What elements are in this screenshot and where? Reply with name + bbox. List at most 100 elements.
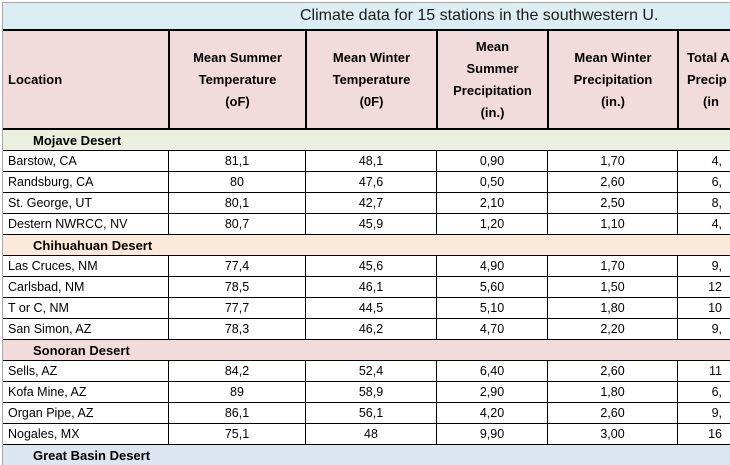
cell-mean-winter-precip[interactable]: 3,00	[547, 424, 677, 445]
column-header-line: Mean Winter	[332, 49, 411, 65]
cell-total-annual-precip-truncated[interactable]: 16	[677, 424, 730, 445]
cell-total-annual-precip-truncated[interactable]: 8,	[677, 193, 730, 214]
cell-mean-winter-precip[interactable]: 1,10	[547, 214, 677, 235]
column-header-mean-winter-precip[interactable]: Mean Winter Precipitation (in.)	[547, 31, 677, 130]
cell-mean-winter-temp[interactable]: 46,2	[305, 319, 436, 340]
cell-mean-winter-temp[interactable]: 58,9	[305, 382, 436, 403]
cell-mean-winter-precip[interactable]: 2,60	[547, 361, 677, 382]
cell-total-annual-precip-truncated[interactable]: 9,	[677, 403, 730, 424]
cell-mean-winter-temp[interactable]: 48,1	[305, 151, 436, 172]
cell-mean-winter-temp[interactable]: 52,4	[305, 361, 436, 382]
cell-location[interactable]: Organ Pipe, AZ	[3, 403, 168, 424]
table-grid: Location Mean Summer Temperature (oF) Mean W…	[3, 31, 730, 465]
cell-total-annual-precip-truncated[interactable]: 9,	[677, 256, 730, 277]
column-header-mean-winter-temp[interactable]: Mean Winter Temperature (0F)	[305, 31, 436, 130]
cell-mean-summer-precip[interactable]: 0,90	[436, 151, 547, 172]
column-header-line: Summer	[466, 60, 519, 76]
cell-mean-summer-precip[interactable]: 5,60	[436, 277, 547, 298]
cell-mean-summer-precip[interactable]: 2,90	[436, 382, 547, 403]
cell-location[interactable]: St. George, UT	[3, 193, 168, 214]
cell-mean-summer-precip[interactable]: 4,70	[436, 319, 547, 340]
column-header-line: Temperature	[332, 71, 411, 87]
cell-total-annual-precip-truncated[interactable]: 6,	[677, 172, 730, 193]
cell-mean-summer-temp[interactable]: 77,7	[168, 298, 305, 319]
cell-mean-summer-precip[interactable]: 2,10	[436, 193, 547, 214]
cell-mean-winter-precip[interactable]: 2,60	[547, 403, 677, 424]
cell-location[interactable]: Nogales, MX	[3, 424, 168, 445]
cell-mean-summer-precip[interactable]: 1,20	[436, 214, 547, 235]
cell-total-annual-precip-truncated[interactable]: 10	[677, 298, 730, 319]
cell-mean-winter-temp[interactable]: 45,6	[305, 256, 436, 277]
cell-mean-winter-temp[interactable]: 42,7	[305, 193, 436, 214]
cell-mean-summer-temp[interactable]: 80,1	[168, 193, 305, 214]
cell-mean-summer-precip[interactable]: 0,50	[436, 172, 547, 193]
column-header-line: Mean Summer	[193, 49, 282, 65]
cell-total-annual-precip-truncated[interactable]: 9,	[677, 319, 730, 340]
cell-mean-winter-precip[interactable]: 2,50	[547, 193, 677, 214]
group-row-sonoran-desert[interactable]: Sonoran Desert	[3, 340, 730, 361]
column-header-mean-summer-precip[interactable]: Mean Summer Precipitation (in.)	[436, 31, 547, 130]
cell-mean-winter-precip[interactable]: 1,70	[547, 256, 677, 277]
cell-mean-summer-precip[interactable]: 4,20	[436, 403, 547, 424]
cell-location[interactable]: Barstow, CA	[3, 151, 168, 172]
cell-mean-summer-precip[interactable]: 4,90	[436, 256, 547, 277]
cell-mean-winter-temp[interactable]: 56,1	[305, 403, 436, 424]
column-header-line: Temperature	[198, 71, 277, 87]
cell-total-annual-precip-truncated[interactable]: 6,	[677, 382, 730, 403]
cell-mean-summer-precip[interactable]: 9,90	[436, 424, 547, 445]
column-header-line: (in.)	[601, 93, 625, 109]
cell-mean-summer-temp[interactable]: 80,7	[168, 214, 305, 235]
cell-mean-summer-temp[interactable]: 89	[168, 382, 305, 403]
cell-mean-summer-temp[interactable]: 78,3	[168, 319, 305, 340]
column-header-line: (oF)	[225, 93, 250, 109]
cell-mean-winter-temp[interactable]: 47,6	[305, 172, 436, 193]
cell-mean-summer-temp[interactable]: 81,1	[168, 151, 305, 172]
cell-mean-summer-temp[interactable]: 84,2	[168, 361, 305, 382]
cell-mean-summer-precip[interactable]: 6,40	[436, 361, 547, 382]
cell-location[interactable]: Randsburg, CA	[3, 172, 168, 193]
top-margin-strip	[0, 0, 730, 2]
cell-location[interactable]: Las Cruces, NM	[3, 256, 168, 277]
cell-total-annual-precip-truncated[interactable]: 4,	[677, 214, 730, 235]
cell-total-annual-precip-truncated[interactable]: 11	[677, 361, 730, 382]
group-label: Chihuahuan Desert	[33, 237, 153, 253]
group-row-mojave-desert[interactable]: Mojave Desert	[3, 130, 730, 151]
cell-mean-winter-temp[interactable]: 45,9	[305, 214, 436, 235]
cell-mean-winter-precip[interactable]: 2,60	[547, 172, 677, 193]
table-title-row[interactable]: Climate data for 15 stations in the sout…	[3, 2, 730, 31]
cell-location[interactable]: Kofa Mine, AZ	[3, 382, 168, 403]
cell-mean-winter-precip[interactable]: 1,70	[547, 151, 677, 172]
cell-total-annual-precip-truncated[interactable]: 12	[677, 277, 730, 298]
cell-mean-winter-temp[interactable]: 48	[305, 424, 436, 445]
cell-mean-winter-precip[interactable]: 1,80	[547, 382, 677, 403]
cell-mean-summer-temp[interactable]: 78,5	[168, 277, 305, 298]
cell-mean-summer-temp[interactable]: 77,4	[168, 256, 305, 277]
cell-mean-winter-temp[interactable]: 46,1	[305, 277, 436, 298]
group-label: Great Basin Desert	[33, 447, 151, 463]
column-header-line: Precipitation	[573, 71, 653, 87]
cell-mean-summer-temp[interactable]: 75,1	[168, 424, 305, 445]
column-header-line: (in	[703, 93, 719, 109]
group-row-chihuahuan-desert[interactable]: Chihuahuan Desert	[3, 235, 730, 256]
column-header-line: Location	[8, 71, 63, 87]
cell-location[interactable]: Sells, AZ	[3, 361, 168, 382]
column-header-mean-summer-temp[interactable]: Mean Summer Temperature (oF)	[168, 31, 305, 130]
cell-total-annual-precip-truncated[interactable]: 4,	[677, 151, 730, 172]
column-header-line: Total A	[687, 49, 730, 65]
cell-mean-summer-precip[interactable]: 5,10	[436, 298, 547, 319]
column-header-total-annual-precip-truncated[interactable]: Total A Precip (in	[677, 31, 730, 130]
cell-location[interactable]: Carlsbad, NM	[3, 277, 168, 298]
cell-mean-summer-temp[interactable]: 86,1	[168, 403, 305, 424]
cell-mean-summer-temp[interactable]: 80	[168, 172, 305, 193]
cell-location[interactable]: T or C, NM	[3, 298, 168, 319]
cell-mean-winter-precip[interactable]: 2,20	[547, 319, 677, 340]
cell-mean-winter-temp[interactable]: 44,5	[305, 298, 436, 319]
cell-mean-winter-precip[interactable]: 1,50	[547, 277, 677, 298]
group-row-great-basin-desert[interactable]: Great Basin Desert	[3, 445, 730, 465]
column-header-line: (in.)	[480, 104, 505, 120]
cell-mean-winter-precip[interactable]: 1,80	[547, 298, 677, 319]
column-header-location[interactable]: Location	[3, 31, 168, 130]
cell-location[interactable]: Destern NWRCC, NV	[3, 214, 168, 235]
cell-location[interactable]: San Simon, AZ	[3, 319, 168, 340]
